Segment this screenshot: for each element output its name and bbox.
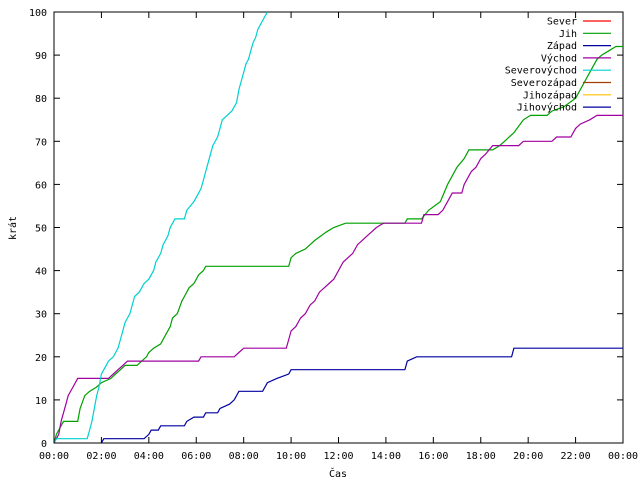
x-tick-label: 00:00 [39, 451, 69, 462]
x-tick-label: 12:00 [323, 451, 353, 462]
y-tick-label: 40 [35, 267, 47, 278]
legend-label: Severovýchod [505, 65, 577, 77]
y-tick-label: 30 [35, 310, 47, 321]
series-line-3 [100, 347, 623, 444]
legend-label: Severozápad [511, 77, 577, 89]
x-tick-label: 00:00 [608, 451, 638, 462]
x-tick-label: 18:00 [466, 451, 496, 462]
y-tick-label: 50 [35, 224, 47, 235]
x-tick-label: 16:00 [418, 451, 448, 462]
x-axis-label: Čas [329, 467, 347, 480]
legend-label: Jihovýchod [517, 102, 577, 114]
y-tick-label: 20 [35, 353, 47, 364]
x-tick-label: 10:00 [276, 451, 306, 462]
y-axis-label: krát [7, 216, 19, 240]
y-tick-label: 100 [29, 8, 47, 19]
x-tick-label: 14:00 [371, 451, 401, 462]
x-tick-label: 08:00 [229, 451, 259, 462]
x-tick-label: 06:00 [181, 451, 211, 462]
y-tick-label: 10 [35, 396, 47, 407]
series-line-2 [53, 45, 623, 444]
y-tick-label: 60 [35, 180, 47, 191]
x-tick-label: 20:00 [513, 451, 543, 462]
legend-label: Západ [547, 40, 577, 52]
y-tick-label: 70 [35, 137, 47, 148]
x-tick-label: 22:00 [561, 451, 591, 462]
y-tick-label: 0 [41, 439, 47, 450]
legend: SeverJihZápadVýchodSeverovýchodSeverozáp… [505, 17, 611, 114]
y-tick-label: 90 [35, 51, 47, 62]
series-line-4 [53, 114, 623, 444]
legend-label: Jihozápad [523, 89, 577, 101]
y-tick-label: 80 [35, 94, 47, 105]
legend-label: Jih [559, 29, 577, 40]
x-tick-label: 04:00 [134, 451, 164, 462]
legend-label: Sever [547, 17, 577, 28]
series-line-5 [53, 11, 268, 444]
series-lines [53, 11, 623, 444]
legend-label: Východ [541, 52, 577, 64]
axes: 0 10 20 30 40 50 60 70 80 90 100 00:00 02:00 04:00 06:… [29, 8, 638, 462]
x-tick-label: 02:00 [86, 451, 116, 462]
